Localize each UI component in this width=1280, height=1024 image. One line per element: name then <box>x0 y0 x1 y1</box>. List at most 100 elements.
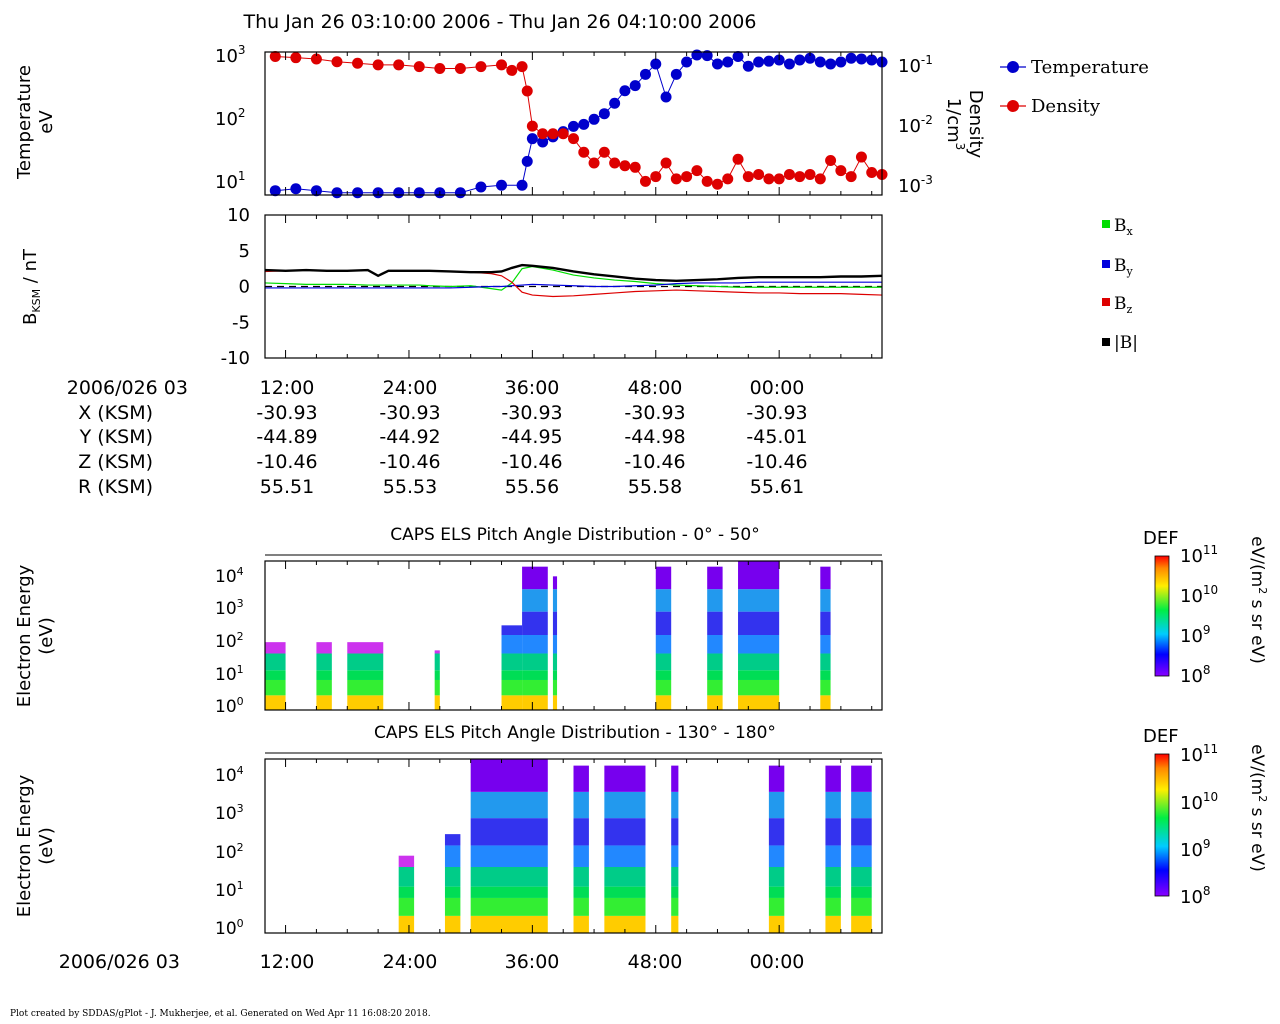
spectrogram-cell <box>501 625 523 636</box>
spectrogram-cell <box>434 650 440 654</box>
els2-ylabel-2: (eV) <box>36 827 57 864</box>
magnetic-ytick-label: 5 <box>239 241 250 262</box>
ephemeris-value: -44.89 <box>256 426 317 448</box>
els2-ytick-base: 10 <box>215 766 237 786</box>
spectrogram-cell <box>501 670 523 680</box>
magnetic-legend: Bx By Bz |B| <box>1102 216 1138 353</box>
ephemeris-value: 55.53 <box>383 476 437 498</box>
density-point <box>794 171 806 183</box>
els1-colorbar: DEF 1011 1010 109 108 eV/(m2 s sr eV) <box>1143 528 1269 687</box>
spectrogram-cell <box>316 670 332 680</box>
els2-ylabel-1: Electron Energy <box>14 774 35 917</box>
legend-bz-sub: z <box>1127 303 1133 316</box>
spectrogram-cell <box>820 679 831 696</box>
spectrogram-cell <box>851 791 872 819</box>
temperature-point <box>639 68 651 80</box>
spectrogram-cell <box>552 695 558 710</box>
ephemeris-value: -10.46 <box>256 451 317 473</box>
els1-cb-tick-base: 10 <box>1180 586 1203 607</box>
temperature-ytick-exp: 2 <box>238 106 246 120</box>
els2-cb-tick-exp: 9 <box>1203 837 1211 851</box>
spectrogram-cell <box>501 679 523 696</box>
els2-ytick-base: 10 <box>215 804 237 824</box>
spectrogram-cell <box>444 834 461 846</box>
els1-colorbar-tick: 1010 <box>1180 583 1218 607</box>
density-ytick-label: 10-3 <box>898 173 933 197</box>
els1-frame <box>264 560 883 711</box>
spectrogram-cell <box>398 886 415 898</box>
density-point <box>825 154 837 166</box>
spectrogram-cell <box>707 611 723 636</box>
temperature-point <box>804 52 816 64</box>
spectrogram-cell <box>738 635 780 654</box>
spectrogram-cell <box>552 679 558 696</box>
legend-bz-main: B <box>1114 294 1127 314</box>
ephemeris-value: 55.51 <box>260 476 314 498</box>
density-point <box>701 175 713 187</box>
spectrogram-cell <box>851 915 872 933</box>
density-point <box>866 166 878 178</box>
spectrogram-cell <box>522 635 548 654</box>
spectrogram-cell <box>825 818 841 846</box>
els1-ytick-base: 10 <box>215 567 237 587</box>
spectrogram-cell <box>820 566 831 590</box>
ephemeris-value: -45.01 <box>746 426 807 448</box>
spectrogram-cell <box>434 653 440 671</box>
temperature-point <box>773 54 785 66</box>
spectrogram-cell <box>707 589 723 612</box>
temperature-point <box>521 155 533 167</box>
els1-cb-tick-base: 10 <box>1180 546 1203 567</box>
density-point <box>681 171 693 183</box>
els1-ytick-label: 102 <box>215 630 244 652</box>
density-point <box>537 128 549 140</box>
els1-ytick-exp: 2 <box>237 630 244 643</box>
spectrogram-cell <box>851 845 872 868</box>
spectrogram-cell <box>552 635 558 654</box>
legend-by-label: By <box>1114 256 1134 278</box>
density-point <box>588 157 600 169</box>
ephemeris-time-tick: 12:00 <box>260 377 315 399</box>
bottom-date-label: 2006/026 03 <box>59 951 180 973</box>
ephemeris-value: 55.61 <box>750 476 804 498</box>
legend-density-marker <box>1007 100 1019 112</box>
legend-bx-main: B <box>1114 216 1127 236</box>
els2-ytick-base: 10 <box>215 843 237 863</box>
spectrogram-cell <box>265 679 286 696</box>
els2-ytick-label: 102 <box>215 841 244 863</box>
spectrogram-cell <box>347 653 384 671</box>
spectrogram-cell <box>671 867 679 887</box>
temperature-point <box>516 179 528 191</box>
spectrogram-cell <box>522 670 548 680</box>
density-point <box>413 61 425 73</box>
plasma-legend: Temperature Density <box>1000 57 1149 117</box>
spectrogram-cell <box>604 791 646 819</box>
spectrogram-cell <box>470 818 548 846</box>
density-point <box>845 171 857 183</box>
temperature-point <box>783 58 795 70</box>
els2-ytick-label: 101 <box>215 879 244 901</box>
els2-units-exp: 2 <box>1256 795 1269 802</box>
density-axis-label-1: Density <box>965 90 986 159</box>
spectrogram-cell <box>573 886 589 898</box>
temperature-point <box>619 85 631 97</box>
spectrogram-cell <box>470 759 548 792</box>
els1-colorbar-tick: 108 <box>1180 663 1211 687</box>
temperature-point <box>732 51 744 63</box>
els2-ytick-exp: 1 <box>237 879 244 892</box>
els2-ytick-label: 104 <box>215 764 244 786</box>
temperature-point <box>660 91 672 103</box>
density-point <box>639 175 651 187</box>
density-point <box>763 173 775 185</box>
temperature-point <box>691 49 703 61</box>
spectrogram-cell <box>671 897 679 916</box>
ephemeris-value: -44.92 <box>379 426 440 448</box>
spectrogram-cell <box>820 695 831 710</box>
temperature-point <box>753 56 765 68</box>
els2-cb-tick-base: 10 <box>1180 793 1203 814</box>
els2-ytick-base: 10 <box>215 919 237 939</box>
temperature-ytick-base: 10 <box>215 109 238 130</box>
temperature-point <box>352 187 364 199</box>
spectrogram-cell <box>434 679 440 696</box>
els1-ytick-base: 10 <box>215 632 237 652</box>
spectrogram-cell <box>768 897 785 916</box>
